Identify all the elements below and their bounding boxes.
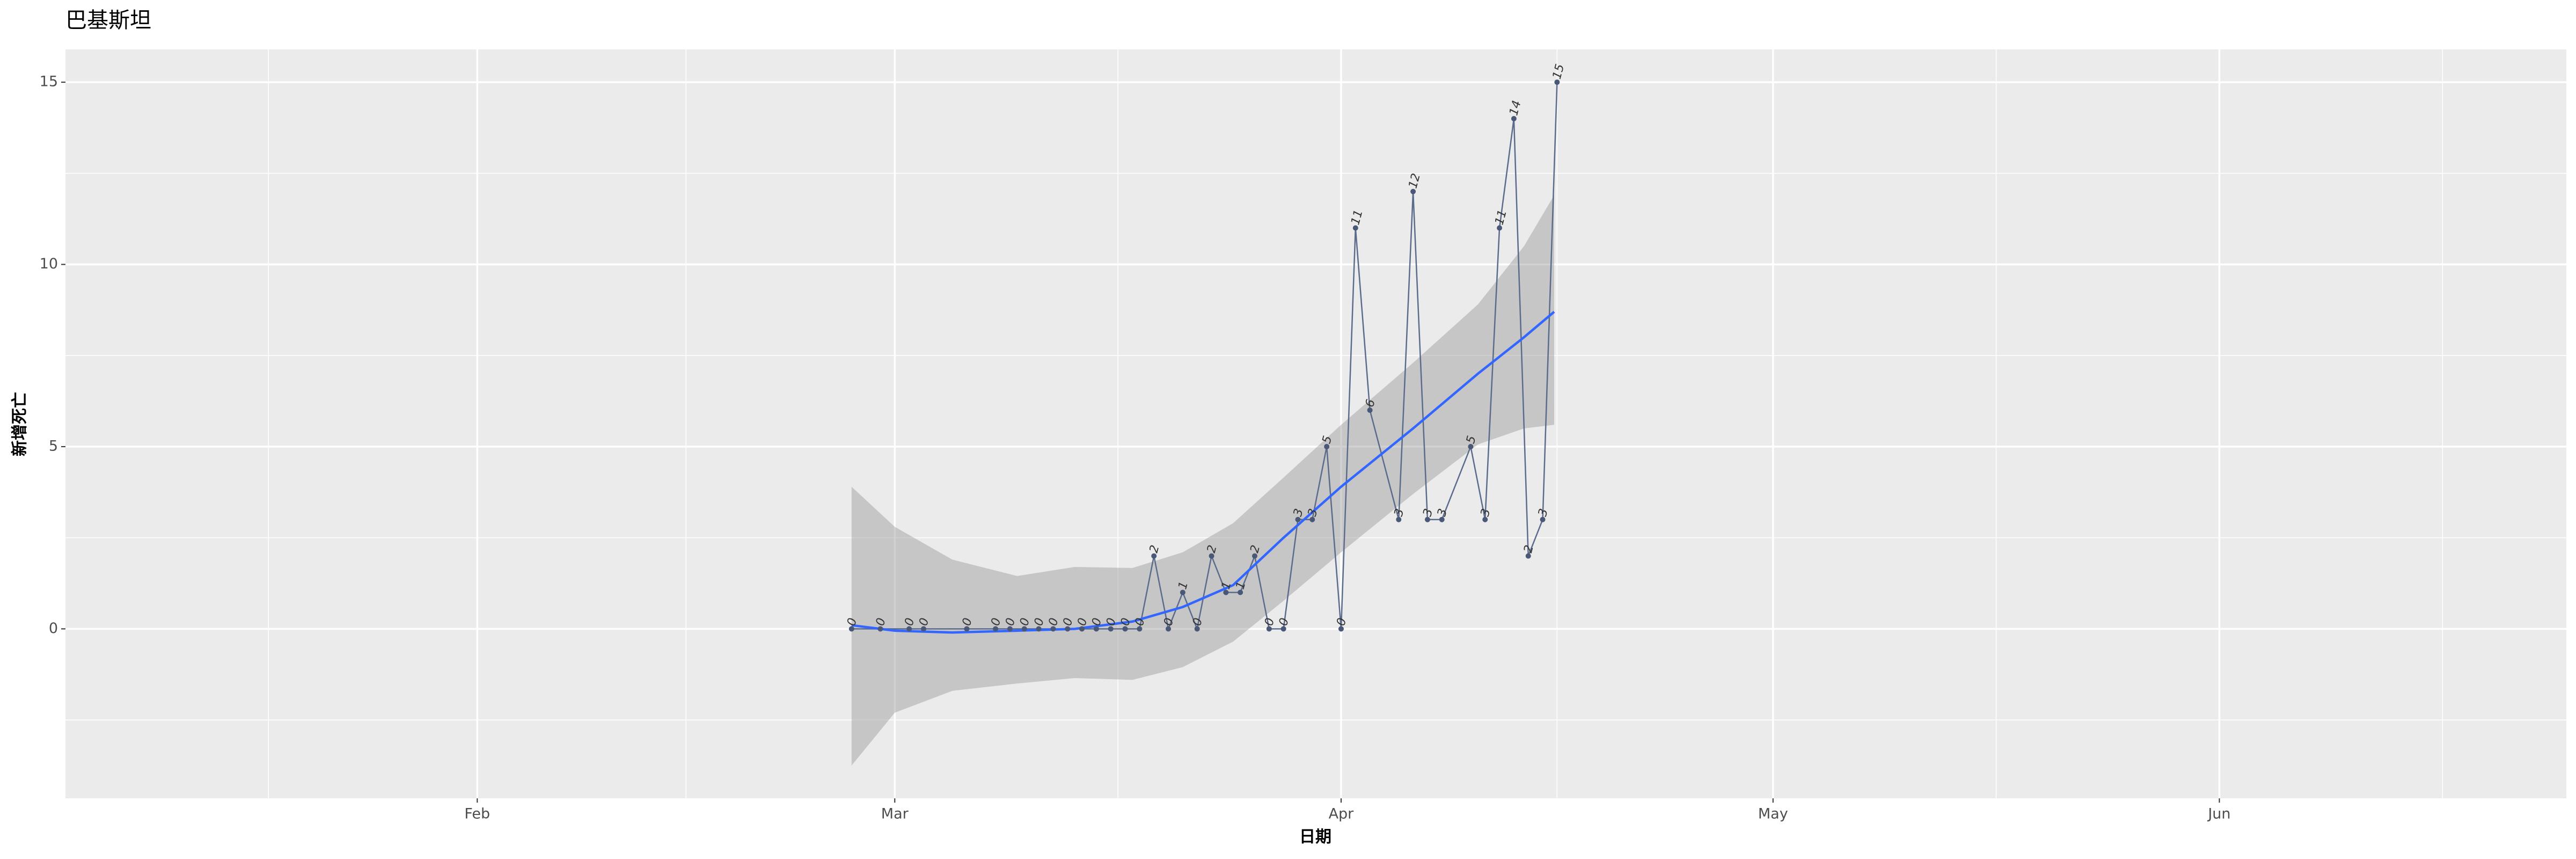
confidence-band [851, 195, 1555, 766]
data-label: 3 [1306, 507, 1321, 518]
data-point [1180, 589, 1185, 595]
data-point [1540, 516, 1546, 522]
data-point [1424, 516, 1430, 522]
x-tick-label: Apr [1329, 806, 1355, 822]
data-point [1151, 553, 1157, 559]
data-label: 0 [1018, 616, 1033, 627]
data-label: 0 [1161, 616, 1176, 627]
data-label: 1 [1176, 580, 1191, 591]
data-label: 0 [1046, 616, 1062, 627]
data-label: 5 [1464, 434, 1479, 445]
data-label: 3 [1291, 507, 1306, 518]
data-point [1352, 225, 1358, 231]
data-point [906, 626, 912, 632]
data-point [1223, 589, 1229, 595]
data-point [1396, 516, 1402, 522]
data-label: 0 [903, 616, 918, 627]
data-label: 0 [1334, 616, 1349, 627]
data-point [920, 626, 926, 632]
data-label: 2 [1147, 544, 1162, 555]
data-point [1194, 626, 1200, 632]
data-point [1439, 516, 1445, 522]
y-axis-label: 新增死亡 [11, 392, 30, 456]
data-point [1050, 626, 1056, 632]
data-label: 0 [874, 616, 889, 627]
data-point [1166, 626, 1172, 632]
data-point [1511, 115, 1517, 121]
data-point [1065, 626, 1071, 632]
data-point [1468, 443, 1474, 449]
data-label: 0 [1089, 616, 1104, 627]
data-point [1266, 626, 1272, 632]
data-label: 3 [1421, 507, 1436, 518]
data-label: 5 [1320, 434, 1335, 445]
x-tick-label: Feb [464, 806, 490, 822]
data-point [1338, 626, 1344, 632]
data-point [1108, 626, 1114, 632]
y-tick-label: 5 [49, 438, 58, 454]
data-point [1209, 553, 1214, 559]
data-point [848, 626, 854, 632]
data-point [1280, 626, 1286, 632]
data-point [993, 626, 999, 632]
data-label: 0 [1118, 616, 1133, 627]
data-point [1525, 553, 1531, 559]
data-label: 6 [1363, 398, 1378, 409]
data-label: 0 [917, 616, 932, 627]
data-label: 0 [1190, 616, 1205, 627]
data-label: 3 [1435, 507, 1450, 518]
data-point [1482, 516, 1488, 522]
data-point [1021, 626, 1027, 632]
data-point [964, 626, 970, 632]
x-axis-label: 日期 [1299, 828, 1331, 847]
data-point [1238, 589, 1243, 595]
data-label: 3 [1479, 507, 1494, 518]
data-point [1554, 79, 1560, 85]
y-tick-label: 10 [40, 256, 58, 272]
data-point [1122, 626, 1128, 632]
data-label: 0 [1133, 616, 1148, 627]
data-label: 3 [1392, 507, 1407, 518]
data-label: 2 [1205, 544, 1220, 555]
data-label: 0 [1061, 616, 1076, 627]
data-label: 0 [1277, 616, 1292, 627]
data-point [1309, 516, 1315, 522]
x-tick-label: Mar [881, 806, 909, 822]
data-point [1295, 516, 1301, 522]
data-point [877, 626, 883, 632]
x-tick-label: Jun [2207, 806, 2230, 822]
data-point [1497, 225, 1503, 231]
data-point [1137, 626, 1143, 632]
data-label: 0 [989, 616, 1004, 627]
data-label: 0 [1104, 616, 1119, 627]
data-label: 0 [1075, 616, 1090, 627]
data-label: 2 [1248, 544, 1263, 555]
data-label: 3 [1536, 507, 1551, 518]
data-point [1079, 626, 1085, 632]
data-label: 0 [1262, 616, 1277, 627]
data-point [1252, 553, 1257, 559]
y-tick-label: 0 [49, 620, 58, 637]
data-point [1324, 443, 1330, 449]
data-label: 0 [1032, 616, 1047, 627]
panel [65, 49, 2566, 798]
data-point [1093, 626, 1099, 632]
data-label: 1 [1219, 580, 1234, 591]
x-tick-label: May [1758, 806, 1788, 822]
data-label: 1 [1234, 580, 1249, 591]
data-point [1367, 407, 1373, 413]
smooth-line [851, 311, 1555, 634]
data-point [1410, 188, 1416, 194]
chart-title: 巴基斯坦 [65, 8, 151, 33]
data-point [1007, 626, 1013, 632]
data-label: 0 [845, 616, 860, 627]
data-label: 0 [1003, 616, 1018, 627]
data-label: 0 [960, 616, 975, 627]
y-tick-label: 15 [40, 74, 58, 90]
data-point [1036, 626, 1042, 632]
data-label: 2 [1521, 544, 1536, 555]
